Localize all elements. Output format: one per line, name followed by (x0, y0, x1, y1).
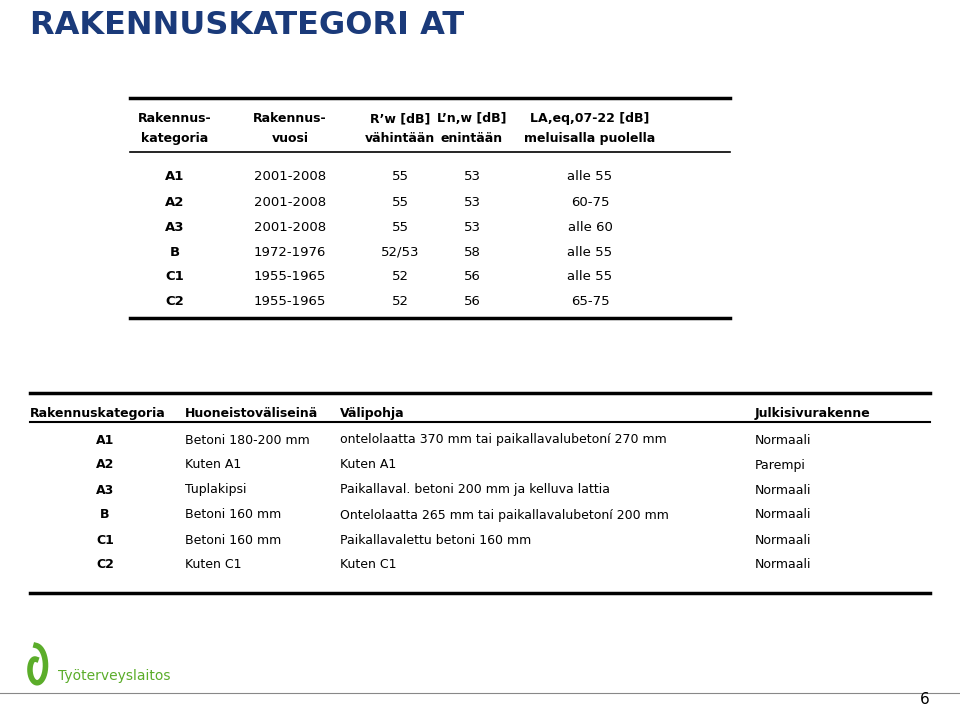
Text: Normaali: Normaali (755, 508, 811, 521)
Text: Tuplakipsi: Tuplakipsi (185, 483, 247, 496)
Text: enintään: enintään (441, 132, 503, 145)
Text: kategoria: kategoria (141, 132, 208, 145)
Text: A3: A3 (165, 220, 184, 233)
Text: 53: 53 (464, 170, 481, 183)
Text: Betoni 160 mm: Betoni 160 mm (185, 508, 281, 521)
Text: C1: C1 (96, 533, 114, 546)
Text: 2001-2008: 2001-2008 (254, 220, 326, 233)
Text: vähintään: vähintään (365, 132, 435, 145)
Text: Kuten C1: Kuten C1 (185, 558, 242, 572)
Text: 6: 6 (921, 692, 930, 707)
Text: Huoneistoväliseinä: Huoneistoväliseinä (185, 407, 319, 420)
Text: vuosi: vuosi (272, 132, 308, 145)
Text: L’n,w [dB]: L’n,w [dB] (437, 112, 507, 125)
Text: B: B (100, 508, 109, 521)
Text: 55: 55 (392, 170, 409, 183)
Text: alle 55: alle 55 (567, 245, 612, 259)
Text: Työterveyslaitos: Työterveyslaitos (58, 669, 171, 683)
Text: meluisalla puolella: meluisalla puolella (524, 132, 656, 145)
Text: Ontelolaatta 265 mm tai paikallavalubetoní 200 mm: Ontelolaatta 265 mm tai paikallavalubeto… (340, 508, 669, 521)
Text: Betoni 180-200 mm: Betoni 180-200 mm (185, 434, 310, 446)
Text: Kuten A1: Kuten A1 (340, 458, 396, 471)
Text: Normaali: Normaali (755, 533, 811, 546)
Text: 1972-1976: 1972-1976 (253, 245, 326, 259)
Text: 53: 53 (464, 220, 481, 233)
Text: Rakennus-: Rakennus- (138, 112, 212, 125)
Text: 58: 58 (464, 245, 480, 259)
Text: B: B (170, 245, 180, 259)
Text: Paikallavalettu betoni 160 mm: Paikallavalettu betoni 160 mm (340, 533, 531, 546)
Text: 56: 56 (464, 295, 480, 309)
Text: Kuten A1: Kuten A1 (185, 458, 241, 471)
Text: ontelolaatta 370 mm tai paikallavalubetoní 270 mm: ontelolaatta 370 mm tai paikallavalubeto… (340, 434, 667, 446)
Text: Välipohja: Välipohja (340, 407, 404, 420)
Text: R’w [dB]: R’w [dB] (370, 112, 430, 125)
Text: Rakennus-: Rakennus- (253, 112, 326, 125)
Text: C2: C2 (166, 295, 184, 309)
Text: 56: 56 (464, 270, 480, 284)
Text: 52: 52 (392, 295, 409, 309)
Text: A2: A2 (96, 458, 114, 471)
Text: alle 55: alle 55 (567, 270, 612, 284)
Text: Normaali: Normaali (755, 558, 811, 572)
Text: A2: A2 (165, 195, 184, 208)
Text: Normaali: Normaali (755, 483, 811, 496)
Text: 1955-1965: 1955-1965 (253, 295, 326, 309)
Text: 1955-1965: 1955-1965 (253, 270, 326, 284)
Text: 55: 55 (392, 220, 409, 233)
Text: 53: 53 (464, 195, 481, 208)
Text: A1: A1 (96, 434, 114, 446)
Text: RAKENNUSKATEGORI AT: RAKENNUSKATEGORI AT (30, 10, 464, 41)
Text: alle 55: alle 55 (567, 170, 612, 183)
Text: 2001-2008: 2001-2008 (254, 170, 326, 183)
Text: Kuten C1: Kuten C1 (340, 558, 396, 572)
Text: Rakennuskategoria: Rakennuskategoria (30, 407, 166, 420)
Text: Betoni 160 mm: Betoni 160 mm (185, 533, 281, 546)
Text: C2: C2 (96, 558, 114, 572)
Text: A3: A3 (96, 483, 114, 496)
Text: LA,eq,07-22 [dB]: LA,eq,07-22 [dB] (530, 112, 650, 125)
Text: 2001-2008: 2001-2008 (254, 195, 326, 208)
Text: Julkisivurakenne: Julkisivurakenne (755, 407, 871, 420)
Text: 52/53: 52/53 (381, 245, 420, 259)
Text: 55: 55 (392, 195, 409, 208)
Text: Normaali: Normaali (755, 434, 811, 446)
Text: 52: 52 (392, 270, 409, 284)
Text: alle 60: alle 60 (567, 220, 612, 233)
Text: Parempi: Parempi (755, 458, 805, 471)
Text: 60-75: 60-75 (571, 195, 610, 208)
Text: A1: A1 (165, 170, 184, 183)
Text: Paikallaval. betoni 200 mm ja kelluva lattia: Paikallaval. betoni 200 mm ja kelluva la… (340, 483, 610, 496)
Text: C1: C1 (166, 270, 184, 284)
Text: 65-75: 65-75 (570, 295, 610, 309)
